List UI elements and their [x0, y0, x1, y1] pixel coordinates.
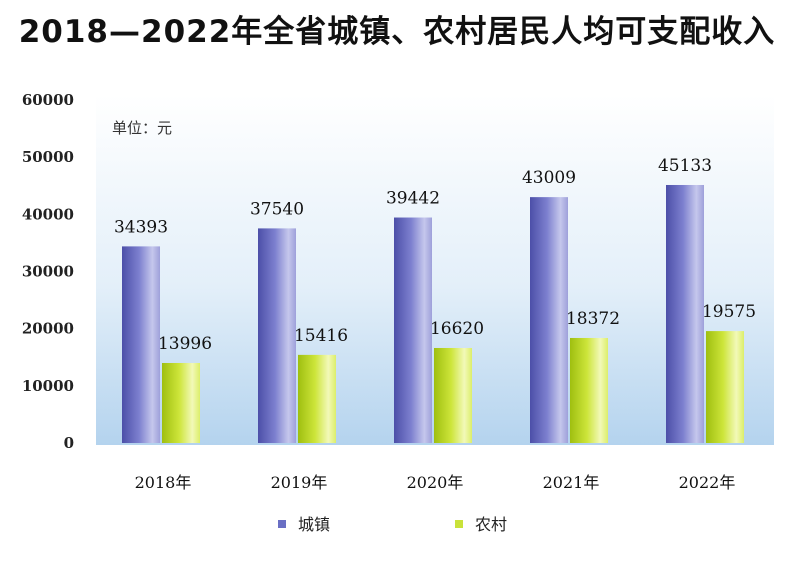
bar-urban-2	[394, 217, 432, 443]
x-tick-label: 2019年	[271, 473, 328, 492]
bar-rural-0	[162, 362, 200, 443]
y-tick-label: 20000	[22, 320, 74, 338]
bar-rural-4	[706, 331, 744, 443]
x-tick-label: 2020年	[407, 473, 464, 492]
data-label: 15416	[294, 326, 348, 346]
bar-rural-1	[298, 354, 336, 443]
bar-rural-3	[570, 337, 608, 443]
legend-swatch-rural	[455, 520, 463, 528]
y-tick-label: 30000	[22, 263, 74, 281]
data-label: 45133	[658, 156, 712, 176]
data-label: 19575	[702, 302, 756, 322]
y-tick-label: 50000	[22, 148, 74, 166]
data-label: 37540	[250, 199, 304, 219]
y-tick-label: 10000	[22, 377, 74, 395]
bar-rural-2	[434, 347, 472, 443]
y-tick-label: 40000	[22, 205, 74, 223]
legend-swatch-urban	[278, 520, 286, 528]
x-tick-label: 2021年	[543, 473, 600, 492]
bar-urban-0	[122, 246, 160, 443]
x-tick-label: 2018年	[135, 473, 192, 492]
bar-urban-3	[530, 197, 568, 443]
y-tick-label: 60000	[22, 91, 74, 109]
legend-label-rural: 农村	[475, 515, 507, 534]
data-label: 18372	[566, 309, 620, 329]
data-label: 43009	[522, 168, 576, 188]
data-label: 34393	[114, 217, 168, 237]
chart-title: 2018—2022年全省城镇、农村居民人均可支配收入	[18, 14, 776, 50]
y-tick-label: 0	[64, 434, 74, 452]
bar-urban-1	[258, 228, 296, 443]
unit-label: 单位：元	[112, 119, 172, 137]
data-label: 39442	[386, 189, 440, 209]
x-tick-label: 2022年	[679, 473, 736, 492]
data-label: 13996	[158, 334, 212, 354]
bar-urban-4	[666, 184, 704, 443]
data-label: 16620	[430, 319, 484, 339]
legend-label-urban: 城镇	[298, 515, 330, 534]
